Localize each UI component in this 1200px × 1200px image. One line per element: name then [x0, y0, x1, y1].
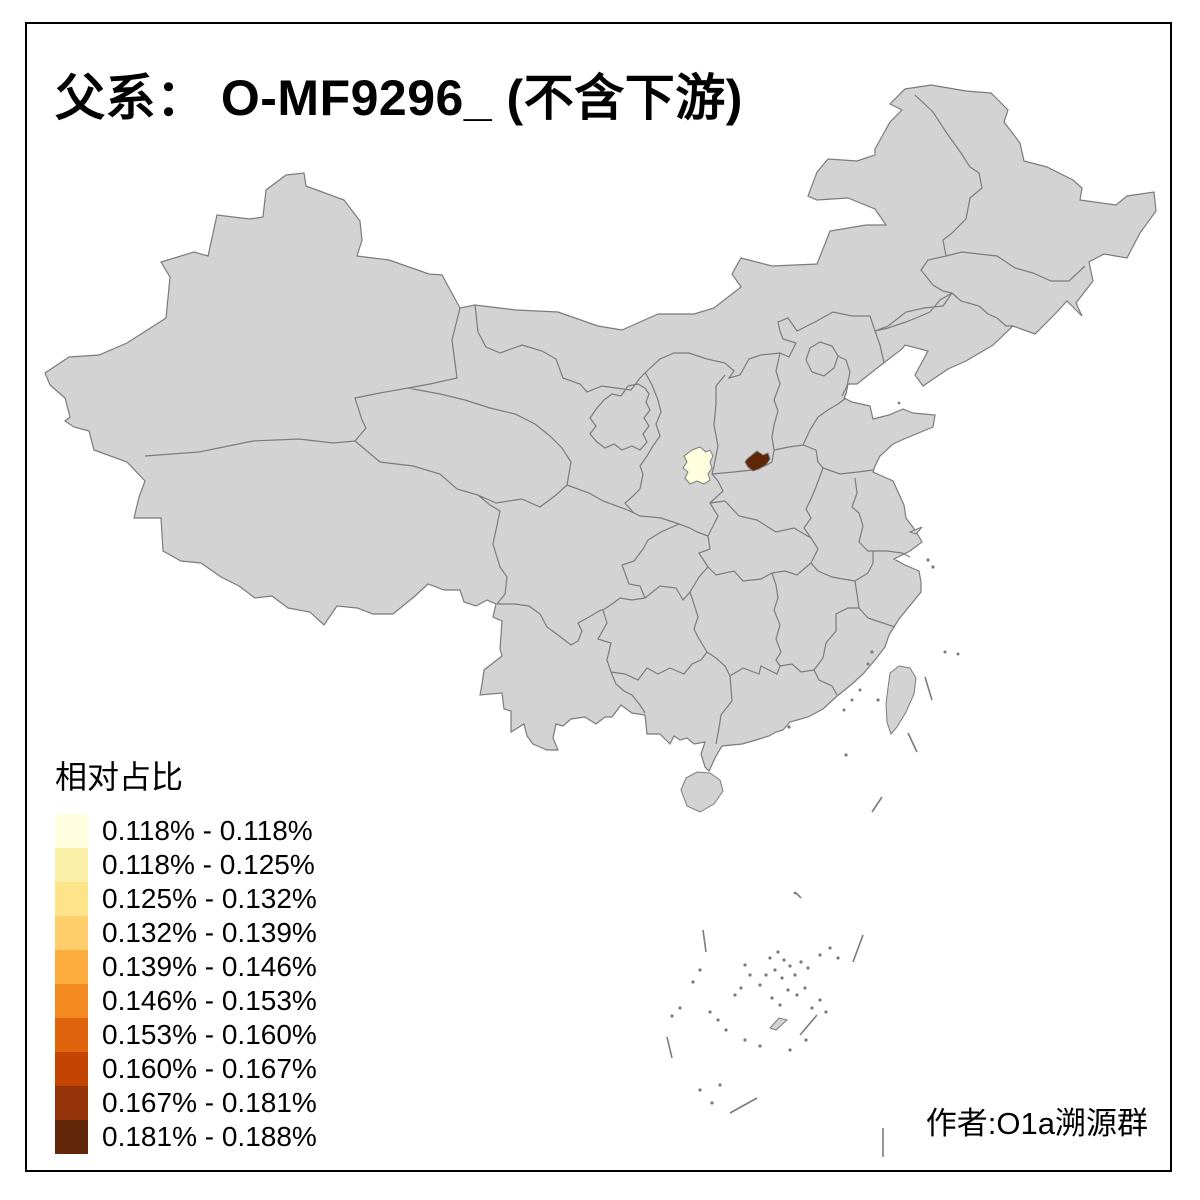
legend-swatch: [55, 1052, 88, 1086]
legend-swatch: [55, 984, 88, 1018]
map-title: 父系： O-MF9296_ (不含下游): [55, 70, 743, 126]
legend-label: 0.153% - 0.160%: [102, 1019, 317, 1050]
legend-label: 0.160% - 0.167%: [102, 1053, 317, 1084]
legend-label: 0.139% - 0.146%: [102, 951, 317, 982]
legend-item: 0.118% - 0.118%: [55, 814, 317, 848]
legend-item: 0.118% - 0.125%: [55, 848, 317, 882]
legend-swatch: [55, 950, 88, 984]
legend-swatch: [55, 848, 88, 882]
legend-label: 0.118% - 0.125%: [102, 849, 315, 880]
legend: 相对占比 0.118% - 0.118% 0.118% - 0.125% 0.1…: [55, 752, 317, 1154]
china-mainland-shape: [44, 84, 1157, 773]
legend-item: 0.181% - 0.188%: [55, 1120, 317, 1154]
taiwan-island: [885, 665, 917, 735]
legend-swatch: [55, 814, 88, 848]
legend-item: 0.132% - 0.139%: [55, 916, 317, 950]
legend-label: 0.146% - 0.153%: [102, 985, 317, 1016]
legend-label: 0.125% - 0.132%: [102, 883, 317, 914]
south-china-sea-islands: [670, 401, 960, 1105]
south-sea-islet: [769, 1017, 789, 1031]
legend-label: 0.118% - 0.118%: [102, 815, 313, 846]
legend-label: 0.167% - 0.181%: [102, 1087, 317, 1118]
legend-item: 0.146% - 0.153%: [55, 984, 317, 1018]
legend-swatch: [55, 1018, 88, 1052]
legend-item: 0.153% - 0.160%: [55, 1018, 317, 1052]
author-credit: 作者:O1a溯源群: [925, 1106, 1148, 1141]
legend-label: 0.181% - 0.188%: [102, 1121, 317, 1152]
plot-frame: [25, 22, 1172, 1172]
highest-share-prefecture: [744, 450, 771, 472]
legend-swatch: [55, 1086, 88, 1120]
legend-rows: 0.118% - 0.118% 0.118% - 0.125% 0.125% -…: [55, 814, 317, 1154]
legend-item: 0.167% - 0.181%: [55, 1086, 317, 1120]
legend-label: 0.132% - 0.139%: [102, 917, 317, 948]
nine-dash-line: [666, 676, 933, 1157]
legend-item: 0.139% - 0.146%: [55, 950, 317, 984]
legend-swatch: [55, 1120, 88, 1154]
chongming-island: [908, 526, 923, 535]
lowest-share-prefecture: [682, 446, 714, 485]
legend-swatch: [55, 882, 88, 916]
legend-swatch: [55, 916, 88, 950]
hainan-island: [680, 771, 724, 813]
legend-item: 0.125% - 0.132%: [55, 882, 317, 916]
legend-title: 相对占比: [55, 759, 184, 795]
legend-item: 0.160% - 0.167%: [55, 1052, 317, 1086]
